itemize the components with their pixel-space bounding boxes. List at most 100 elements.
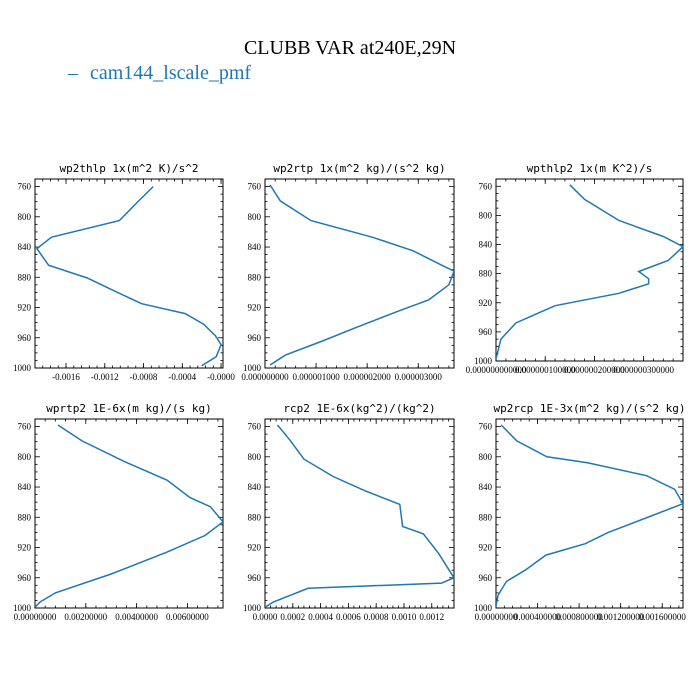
legend-dash: – (67, 62, 79, 84)
x-tick-label: 0.000000000000 (466, 365, 527, 375)
y-tick-label: 880 (18, 512, 32, 522)
y-tick-label: 880 (248, 272, 262, 282)
y-tick-label: 800 (479, 210, 493, 220)
y-tick-label: 880 (479, 269, 493, 279)
y-tick-label: 920 (18, 303, 32, 313)
figure-title: CLUBB VAR at240E,29N (244, 37, 456, 59)
y-tick-label: 960 (248, 333, 262, 343)
y-tick-label: 760 (248, 182, 262, 192)
x-tick-label: 0.0006 (336, 612, 361, 622)
x-tick-label: 0.00200000 (64, 612, 107, 622)
x-tick-label: 0.0008 (364, 612, 389, 622)
y-tick-label: 840 (18, 482, 32, 492)
y-tick-label: 960 (18, 573, 32, 583)
x-tick-label: 0.0010 (392, 612, 417, 622)
x-tick-label: 0.000002000 (344, 372, 392, 382)
x-tick-label: 0.00000000 (475, 612, 518, 622)
y-tick-label: 920 (479, 543, 493, 553)
y-tick-label: 1000 (474, 356, 493, 366)
x-tick-label: -0.0016 (52, 372, 80, 382)
y-tick-label: 800 (248, 452, 262, 462)
x-tick-label: -0.0004 (168, 372, 196, 382)
x-tick-label: 0.001600000 (639, 612, 687, 622)
panel-title: wp2rcp 1E-3x(m^2 kg)/(s^2 kg) (493, 402, 685, 415)
y-tick-label: 760 (479, 422, 493, 432)
series-line (496, 184, 683, 359)
y-tick-label: 1000 (13, 603, 32, 613)
y-tick-label: 800 (18, 452, 32, 462)
x-tick-label: 0.000000000 (241, 372, 289, 382)
panel-3: wprtp2 1E-6x(m kg)/(s kg) 760 800 840 880 920… (13, 402, 224, 622)
y-tick-label: 800 (479, 452, 493, 462)
series-line (496, 424, 683, 606)
y-tick-label: 840 (248, 482, 262, 492)
x-tick-label: 0.000400000 (514, 612, 562, 622)
y-tick-label: 960 (479, 327, 493, 337)
panel-5: wp2rcp 1E-3x(m^2 kg)/(s^2 kg)760 800 840 88… (474, 402, 686, 622)
y-tick-label: 800 (18, 212, 32, 222)
y-tick-label: 760 (18, 422, 32, 432)
y-tick-label: 840 (248, 242, 262, 252)
y-tick-label: 1000 (243, 603, 262, 613)
series-line (265, 424, 454, 608)
x-tick-label: 0.000800000 (555, 612, 603, 622)
y-tick-label: 1000 (243, 363, 262, 373)
series-line (35, 424, 223, 608)
panel-4: rcp2 1E-6x(kg^2)/(kg^2) 760 800 840 880 920 96… (243, 402, 455, 622)
y-tick-label: 840 (479, 240, 493, 250)
plot-frame (34, 178, 224, 369)
panel-title: wp2rtp 1x(m^2 kg)/(s^2 kg) (273, 162, 445, 175)
x-tick-label: 0.000000200000 (564, 365, 625, 375)
panel-grid: wp2thlp 1x(m^2 K)/s^2 760 800 840 880 920 960 1… (13, 162, 686, 622)
x-tick-label: 0.000000100000 (515, 365, 576, 375)
panel-1: wp2rtp 1x(m^2 kg)/(s^2 kg) 760 800 840 880 92… (241, 162, 455, 382)
x-tick-label: 0.000000300000 (613, 365, 674, 375)
plot-frame (264, 418, 455, 609)
x-tick-label: 0.0002 (280, 612, 305, 622)
x-tick-label: 0.00600000 (166, 612, 209, 622)
x-tick-label: 0.0004 (308, 612, 333, 622)
panel-title: wp2thlp 1x(m^2 K)/s^2 (59, 162, 198, 175)
series-line (269, 184, 454, 366)
plot-frame (495, 418, 684, 609)
panel-title: rcp2 1E-6x(kg^2)/(kg^2) (283, 402, 435, 415)
x-tick-label: 0.000001000 (292, 372, 340, 382)
y-tick-label: 1000 (474, 603, 493, 613)
y-tick-label: 920 (248, 303, 262, 313)
x-tick-label: 0.00400000 (115, 612, 158, 622)
series-line (35, 186, 222, 367)
y-tick-label: 760 (479, 181, 493, 191)
legend-label: cam144_lscale_pmf (90, 62, 251, 84)
y-tick-label: 840 (479, 482, 493, 492)
panel-0: wp2thlp 1x(m^2 K)/s^2 760 800 840 880 920 960 1… (13, 162, 235, 382)
y-tick-label: 800 (248, 212, 262, 222)
x-tick-label: -0.0000 (207, 372, 235, 382)
y-tick-label: 760 (248, 422, 262, 432)
plot-frame (264, 178, 455, 369)
x-tick-label: -0.0008 (130, 372, 158, 382)
y-tick-label: 880 (479, 512, 493, 522)
x-tick-label: 0.001200000 (597, 612, 645, 622)
y-tick-label: 960 (479, 573, 493, 583)
panel-2: wpthlp2 1x(m K^2)/s 760 800 840 880 920 960 100… (466, 162, 684, 375)
y-tick-label: 920 (248, 543, 262, 553)
y-tick-label: 960 (248, 573, 262, 583)
legend: – cam144_lscale_pmf (67, 62, 251, 84)
y-tick-label: 920 (479, 298, 493, 308)
x-tick-label: -0.0012 (91, 372, 119, 382)
y-tick-label: 1000 (13, 363, 32, 373)
x-tick-label: 0.000003000 (395, 372, 443, 382)
panel-title: wprtp2 1E-6x(m kg)/(s kg) (46, 402, 212, 415)
y-tick-label: 880 (248, 512, 262, 522)
x-tick-label: 0.0012 (419, 612, 444, 622)
y-tick-label: 880 (18, 272, 32, 282)
plot-frame (34, 418, 224, 609)
y-tick-label: 960 (18, 333, 32, 343)
x-tick-label: 0.0000 (253, 612, 278, 622)
plot-frame (495, 178, 684, 362)
y-tick-label: 760 (18, 182, 32, 192)
y-tick-label: 840 (18, 242, 32, 252)
panel-title: wpthlp2 1x(m K^2)/s (527, 162, 653, 175)
x-tick-label: 0.00000000 (14, 612, 57, 622)
